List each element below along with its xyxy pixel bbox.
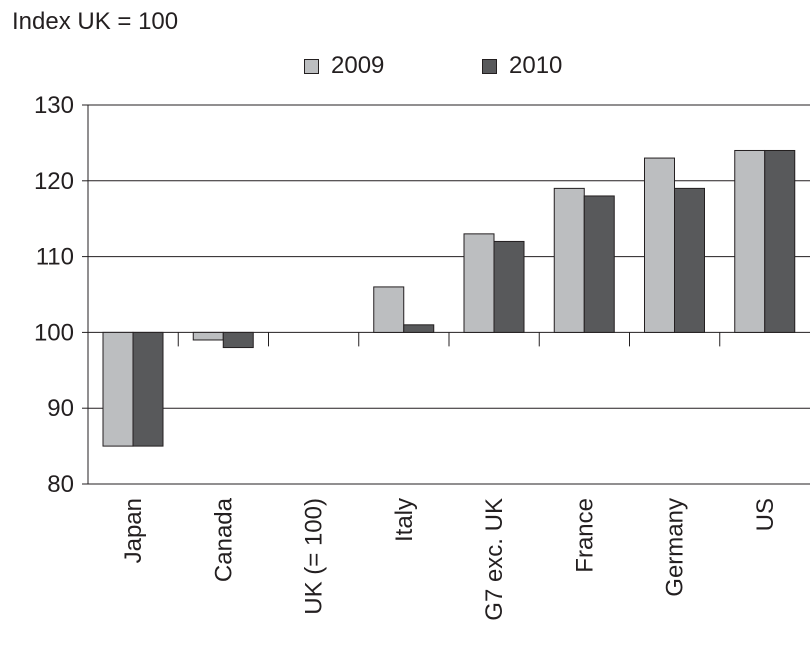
- y-tick-label: 120: [34, 168, 74, 195]
- y-tick-label: 90: [47, 395, 74, 422]
- x-tick-label: France: [571, 498, 598, 573]
- bar-2009-germany: [644, 157, 675, 333]
- x-tick-label: Canada: [210, 497, 237, 582]
- bar-2010-germany: [674, 187, 705, 333]
- legend-item-2009: 2009: [304, 52, 384, 80]
- bar-2009-france: [553, 187, 585, 333]
- x-tick-label: G7 exc. UK: [481, 498, 508, 621]
- bar-2009-canada: [192, 331, 224, 341]
- x-tick-label: US: [752, 498, 779, 531]
- x-tick-label: Japan: [120, 498, 147, 563]
- bar-2009-japan: [102, 331, 134, 447]
- bar-2010-canada: [222, 331, 254, 349]
- bar-2009-us: [734, 149, 766, 333]
- bar-2010-g7-exc-uk: [493, 240, 525, 333]
- legend-label-2010: 2010: [509, 52, 563, 79]
- y-tick-label: 130: [34, 92, 74, 119]
- bar-2010-japan: [132, 331, 164, 447]
- y-tick-label: 100: [34, 319, 74, 346]
- legend-label-2009: 2009: [331, 52, 385, 79]
- bar-2010-france: [583, 195, 615, 333]
- chart-title: Index UK = 100: [12, 8, 179, 35]
- legend-swatch-2010: [482, 58, 497, 74]
- legend-item-2010: 2010: [482, 52, 562, 80]
- y-tick-label: 80: [47, 471, 74, 498]
- bar-2009-g7-exc-uk: [463, 233, 495, 333]
- x-tick-label: UK (= 100): [301, 498, 328, 615]
- bar-2009-italy: [373, 286, 405, 333]
- x-tick-label: Italy: [391, 498, 418, 542]
- bar-2010-italy: [403, 324, 435, 333]
- y-tick-label: 110: [36, 244, 74, 271]
- legend-swatch-2009: [304, 58, 319, 74]
- bar-2010-us: [764, 149, 796, 333]
- x-tick-label: Germany: [662, 498, 689, 597]
